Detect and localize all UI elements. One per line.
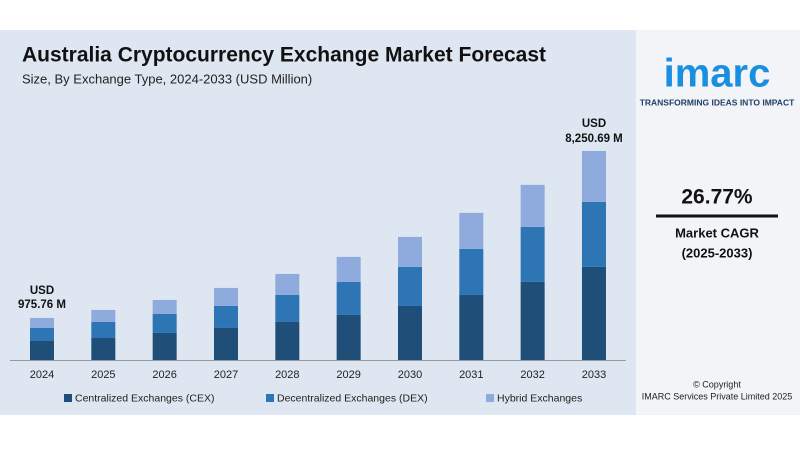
bar-segment: [459, 248, 484, 295]
bar-segment: [91, 337, 116, 360]
bar-segment: [581, 201, 606, 267]
bar-segment: [520, 184, 545, 227]
x-tick-label: 2033: [582, 369, 606, 381]
cagr-value: 26.77%: [681, 186, 753, 209]
annotation: 975.76 M: [18, 299, 66, 311]
bar-segment: [275, 294, 300, 322]
bar-segment: [581, 150, 606, 202]
bar-segment: [91, 321, 116, 338]
bar-segment: [91, 309, 116, 322]
legend-swatch: [64, 394, 72, 402]
bar-segment: [336, 314, 361, 360]
bar-segment: [152, 313, 177, 333]
bar-segment: [213, 327, 238, 360]
x-tick-label: 2028: [275, 369, 299, 381]
bar-segment: [30, 341, 54, 360]
bar-segment: [336, 281, 361, 315]
x-tick-label: 2025: [91, 369, 115, 381]
legend-label: Decentralized Exchanges (DEX): [277, 392, 428, 404]
cagr-label: Market CAGR: [675, 225, 759, 240]
annotation: USD: [582, 118, 606, 130]
logo: imarc: [664, 52, 771, 96]
bar-segment: [213, 305, 238, 328]
x-tick-label: 2027: [214, 369, 238, 381]
bar-segment: [581, 266, 606, 360]
legend-label: Centralized Exchanges (CEX): [75, 392, 214, 404]
bar-segment: [336, 256, 361, 282]
side-panel: [636, 30, 800, 415]
bar-segment: [520, 281, 545, 360]
bar-segment: [459, 212, 484, 249]
x-tick-label: 2031: [459, 369, 483, 381]
bar-segment: [152, 299, 177, 314]
bar-segment: [459, 294, 484, 360]
copyright: © Copyright: [693, 379, 741, 389]
bar-segment: [397, 266, 422, 306]
legend-swatch: [486, 394, 494, 402]
bar-segment: [275, 273, 300, 295]
chart-subtitle: Size, By Exchange Type, 2024-2033 (USD M…: [22, 71, 312, 86]
tagline: TRANSFORMING IDEAS INTO IMPACT: [640, 97, 795, 107]
x-tick-label: 2032: [520, 369, 544, 381]
bar-segment: [30, 327, 54, 341]
bar-segment: [397, 305, 422, 360]
bar-segment: [213, 287, 238, 306]
x-tick-label: 2029: [336, 369, 360, 381]
x-tick-label: 2024: [30, 369, 54, 381]
bar-segment: [30, 317, 54, 328]
annotation: 8,250.69 M: [565, 133, 623, 145]
chart-title: Australia Cryptocurrency Exchange Market…: [22, 44, 546, 67]
copyright: IMARC Services Private Limited 2025: [642, 391, 793, 401]
annotation: USD: [30, 285, 54, 297]
x-tick-label: 2030: [398, 369, 422, 381]
cagr-period: (2025-2033): [682, 245, 753, 260]
bar-segment: [275, 321, 300, 360]
bar-segment: [397, 236, 422, 267]
bar-segment: [520, 226, 545, 282]
x-tick-label: 2026: [152, 369, 176, 381]
legend-swatch: [266, 394, 274, 402]
legend-label: Hybrid Exchanges: [497, 392, 582, 404]
bar-segment: [152, 332, 177, 360]
